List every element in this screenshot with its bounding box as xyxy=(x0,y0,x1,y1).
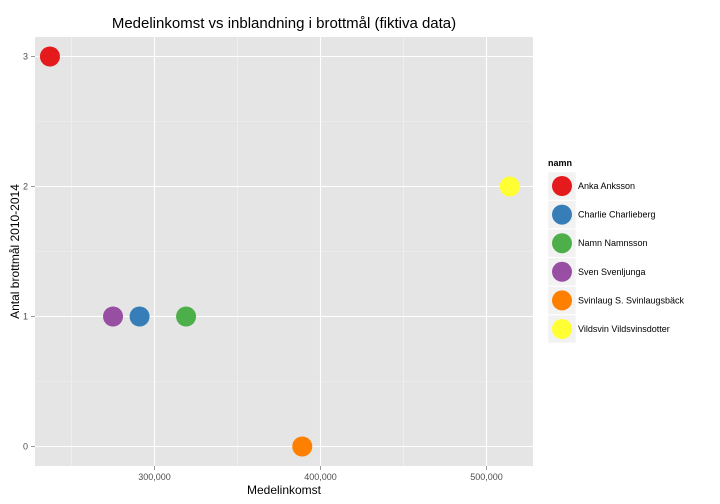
data-point xyxy=(499,176,520,197)
data-point xyxy=(103,306,124,327)
x-tick-label: 300,000 xyxy=(138,472,171,482)
legend-swatch xyxy=(552,261,572,282)
legend-label: Charlie Charlieberg xyxy=(578,210,656,220)
legend-entry: Vildsvin Vildsvinsdotter xyxy=(547,314,670,344)
legend-swatch xyxy=(552,204,572,225)
legend-swatch xyxy=(552,290,572,311)
data-point xyxy=(176,306,197,327)
legend-entry: Svinlaug S. Svinlaugsbäck xyxy=(547,286,685,315)
legend-label: Svinlaug S. Svinlaugsbäck xyxy=(578,295,685,305)
legend-swatch xyxy=(552,176,572,196)
legend-label: Namn Namnsson xyxy=(578,238,648,248)
data-points xyxy=(39,46,520,457)
x-axis-ticks: 300,000 400,000 500,000 xyxy=(138,466,503,482)
legend-swatch xyxy=(552,319,572,339)
legend-entry: Charlie Charlieberg xyxy=(547,200,656,229)
data-point xyxy=(292,436,313,457)
data-point xyxy=(39,46,60,67)
chart-title: Medelinkomst vs inblandning i brottmål (… xyxy=(112,15,456,32)
y-tick-label: 3 xyxy=(23,52,28,62)
minor-gridlines xyxy=(35,37,533,466)
y-axis-ticks: 0 1 2 3 xyxy=(23,52,35,452)
legend-label: Anka Anksson xyxy=(578,181,635,191)
data-point xyxy=(129,306,150,327)
x-axis-title: Medelinkomst xyxy=(247,483,322,497)
legend-entry: Sven Svenljunga xyxy=(547,257,646,287)
legend-entry: Namn Namnsson xyxy=(547,228,648,258)
legend-title: namn xyxy=(548,158,572,168)
x-tick-label: 500,000 xyxy=(470,472,503,482)
legend-label: Vildsvin Vildsvinsdotter xyxy=(578,324,670,334)
y-tick-label: 1 xyxy=(23,312,28,322)
legend: namn Anka Anksson Charlie Charlieberg Namn… xyxy=(547,158,685,344)
y-tick-label: 0 xyxy=(23,442,28,452)
y-tick-label: 2 xyxy=(23,182,28,192)
x-tick-label: 400,000 xyxy=(304,472,337,482)
y-axis-title: Antal brottmål 2010-2014 xyxy=(8,184,22,319)
legend-swatch xyxy=(552,233,572,254)
legend-label: Sven Svenljunga xyxy=(578,267,646,277)
legend-entry: Anka Anksson xyxy=(547,171,635,201)
